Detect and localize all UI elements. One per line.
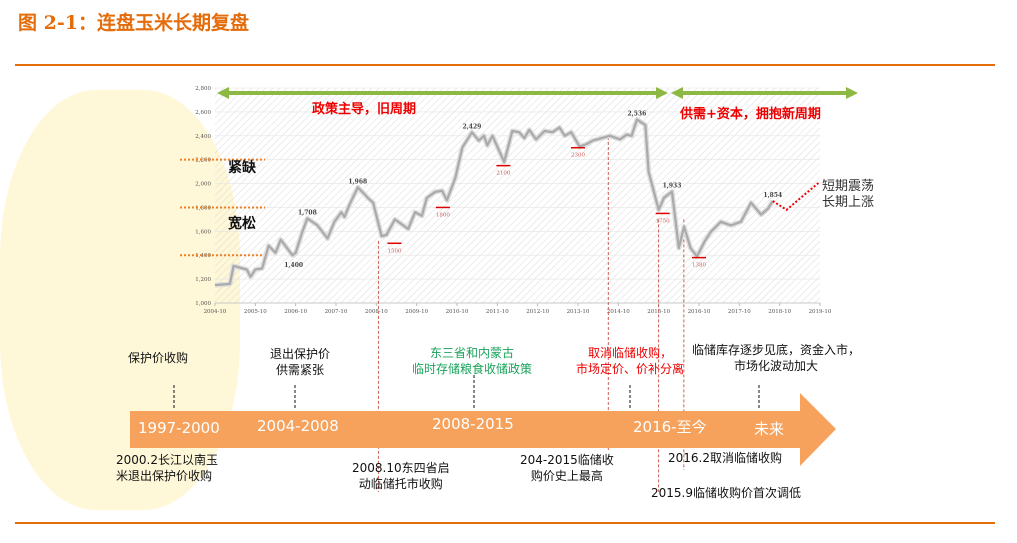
forecast-note-line: 短期震荡 [822, 179, 875, 194]
peak-label: 1,708 [298, 209, 317, 216]
support-level-label: 1800 [436, 212, 450, 218]
bottom-divider [15, 522, 995, 524]
x-tick-label: 2014-10 [607, 309, 630, 315]
event-above-5: 临储库存逐步见底，资金入市， 市场化波动加大 [692, 342, 860, 374]
event-text: 保护价收购 [128, 351, 189, 365]
x-tick-label: 2010-10 [446, 309, 469, 315]
timeline-band-future: 未来 [754, 420, 785, 438]
period-label-new: 供需+资本，拥抱新周期 [680, 107, 821, 122]
event-text: 东三省和内蒙古 [430, 346, 515, 360]
event-text: 204-2015临储收 [520, 453, 614, 467]
figure-title: 图 2-1：连盘玉米长期复盘 [18, 12, 249, 34]
y-tick-label: 2,600 [195, 110, 211, 116]
forecast-note-line: 长期上涨 [822, 195, 875, 210]
event-below-4: 2016.2取消临储收购 [668, 450, 782, 466]
timeline-band-2016: 2016-至今 [633, 418, 707, 436]
x-tick-label: 2004-10 [204, 309, 227, 315]
support-level-label: 2100 [496, 171, 510, 177]
event-above-1: 保护价收购 [128, 350, 188, 366]
x-tick-label: 2005-10 [244, 309, 267, 315]
x-tick-label: 2019-10 [809, 309, 832, 315]
y-tick-label: 2,000 [195, 182, 211, 188]
x-tick-label: 2016-10 [688, 309, 711, 315]
event-text: 取消临储收购， [588, 346, 673, 360]
forecast-line [772, 180, 821, 212]
y-tick-label: 1,800 [195, 205, 211, 211]
peak-label: 2,429 [463, 123, 482, 130]
event-text: 米退出保护价收购 [116, 469, 213, 483]
x-tick-label: 2012-10 [526, 309, 549, 315]
timeline-band-2004: 2004-2008 [257, 417, 339, 435]
peak-label: 1,968 [348, 178, 367, 185]
x-tick-label: 2007-10 [325, 309, 348, 315]
x-tick-label: 2011-10 [486, 309, 509, 315]
x-tick-label: 2009-10 [405, 309, 428, 315]
event-text: 临时存储粮食收储政策 [412, 362, 533, 376]
event-below-3: 204-2015临储收 购价史上最高 [520, 452, 614, 484]
x-tick-label: 2008-10 [365, 309, 388, 315]
y-tick-label: 1,600 [195, 229, 211, 235]
support-level-label: 2300 [571, 153, 585, 159]
price-line [214, 118, 774, 287]
support-level-label: 1500 [387, 248, 401, 254]
zone-label-tight: 紧缺 [228, 160, 256, 176]
x-tick-label: 2006-10 [284, 309, 307, 315]
zone-label-loose: 宽松 [228, 216, 256, 232]
event-text: 2015.9临储收购价首次调低 [651, 486, 801, 500]
event-below-1: 2000.2长江以南玉 米退出保护价收购 [116, 452, 218, 484]
event-below-2: 2008.10东四省启 动临储托市收购 [352, 460, 450, 492]
event-text: 2008.10东四省启 [352, 461, 450, 475]
event-text: 购价史上最高 [530, 469, 603, 483]
top-divider [15, 64, 995, 66]
event-text: 退出保护价 [270, 347, 331, 361]
peak-label: 2,536 [627, 111, 646, 118]
event-text: 2016.2取消临储收购 [668, 451, 782, 465]
support-level-label: 1380 [692, 263, 706, 269]
timeline-band-1997: 1997-2000 [138, 419, 220, 437]
event-above-3: 东三省和内蒙古临时存储粮食收储政策 [412, 345, 532, 377]
x-tick-label: 2013-10 [567, 309, 590, 315]
x-tick-label: 2018-10 [768, 309, 791, 315]
timeline-arrow [130, 393, 836, 466]
y-tick-label: 2,400 [195, 134, 211, 140]
event-above-4: 取消临储收购， 市场定价、价补分离 [576, 345, 684, 377]
y-tick-label: 2,200 [195, 158, 211, 164]
event-text: 临储库存逐步见底，资金入市， [692, 343, 861, 357]
y-tick-label: 1,400 [195, 253, 211, 259]
plot-area [215, 88, 820, 303]
y-tick-label: 1,000 [195, 301, 211, 307]
event-above-2: 退出保护价 供需紧张 [270, 346, 330, 378]
period-label-old: 政策主导，旧周期 [312, 102, 417, 117]
x-tick-label: 2017-10 [728, 309, 751, 315]
y-tick-label: 2,800 [195, 86, 211, 92]
timeline-band-2008: 2008-2015 [432, 415, 514, 433]
event-below-5: 2015.9临储收购价首次调低 [651, 485, 801, 501]
event-text: 供需紧张 [276, 363, 325, 377]
event-text: 2000.2长江以南玉 [116, 453, 218, 467]
peak-label: 1,933 [663, 183, 682, 190]
event-text: 市场化波动加大 [734, 359, 819, 373]
event-text: 市场定价、价补分离 [576, 362, 685, 376]
forecast-note: 短期震荡 长期上涨 [822, 179, 874, 211]
peak-label: 1,400 [284, 262, 303, 269]
price-chart: 1,000 1,200 1,400 1,600 1,800 2,000 2,200 2,400… [130, 86, 858, 492]
y-tick-label: 1,200 [195, 277, 211, 283]
peak-label: 1,854 [763, 192, 782, 199]
support-level-label: 1750 [656, 218, 670, 224]
event-text: 动临储托市收购 [358, 477, 443, 491]
